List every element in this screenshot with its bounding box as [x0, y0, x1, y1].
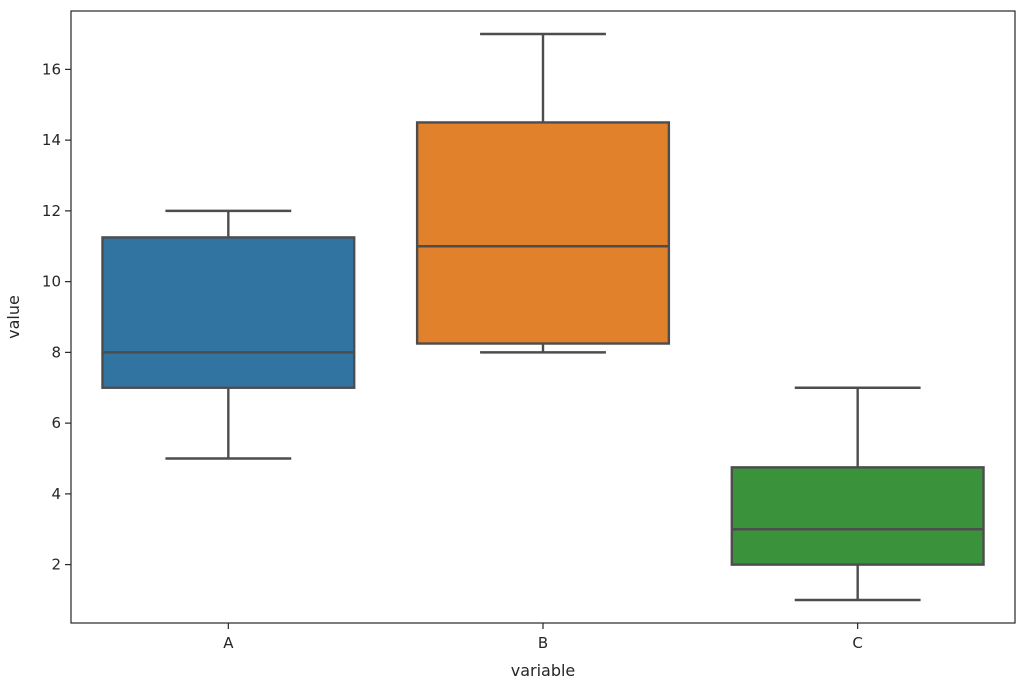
box-body-B: [415, 121, 671, 345]
y-axis-label: value: [4, 295, 23, 339]
box-C: [730, 386, 985, 602]
box-B: [415, 32, 671, 354]
y-tick-label: 2: [51, 556, 61, 574]
box-A: [101, 209, 356, 460]
y-tick-label: 12: [42, 202, 61, 220]
box-body-A: [101, 236, 356, 389]
box-body-C: [730, 466, 985, 566]
y-tick-label: 6: [51, 414, 61, 432]
x-axis: A B C: [223, 623, 863, 652]
y-tick-label: 8: [51, 343, 61, 361]
x-tick-label: A: [223, 634, 234, 652]
x-tick-label: B: [538, 634, 548, 652]
x-tick-label: C: [852, 634, 862, 652]
plot-frame: [70, 10, 1016, 624]
x-axis-label: variable: [511, 661, 576, 680]
y-tick-label: 14: [42, 131, 61, 149]
y-tick-label: 10: [42, 273, 61, 291]
y-tick-label: 4: [51, 485, 61, 503]
y-tick-label: 16: [42, 60, 61, 78]
y-axis: 2 4 6 8 10 12 14 16: [42, 60, 71, 574]
boxes-layer: [101, 32, 985, 602]
